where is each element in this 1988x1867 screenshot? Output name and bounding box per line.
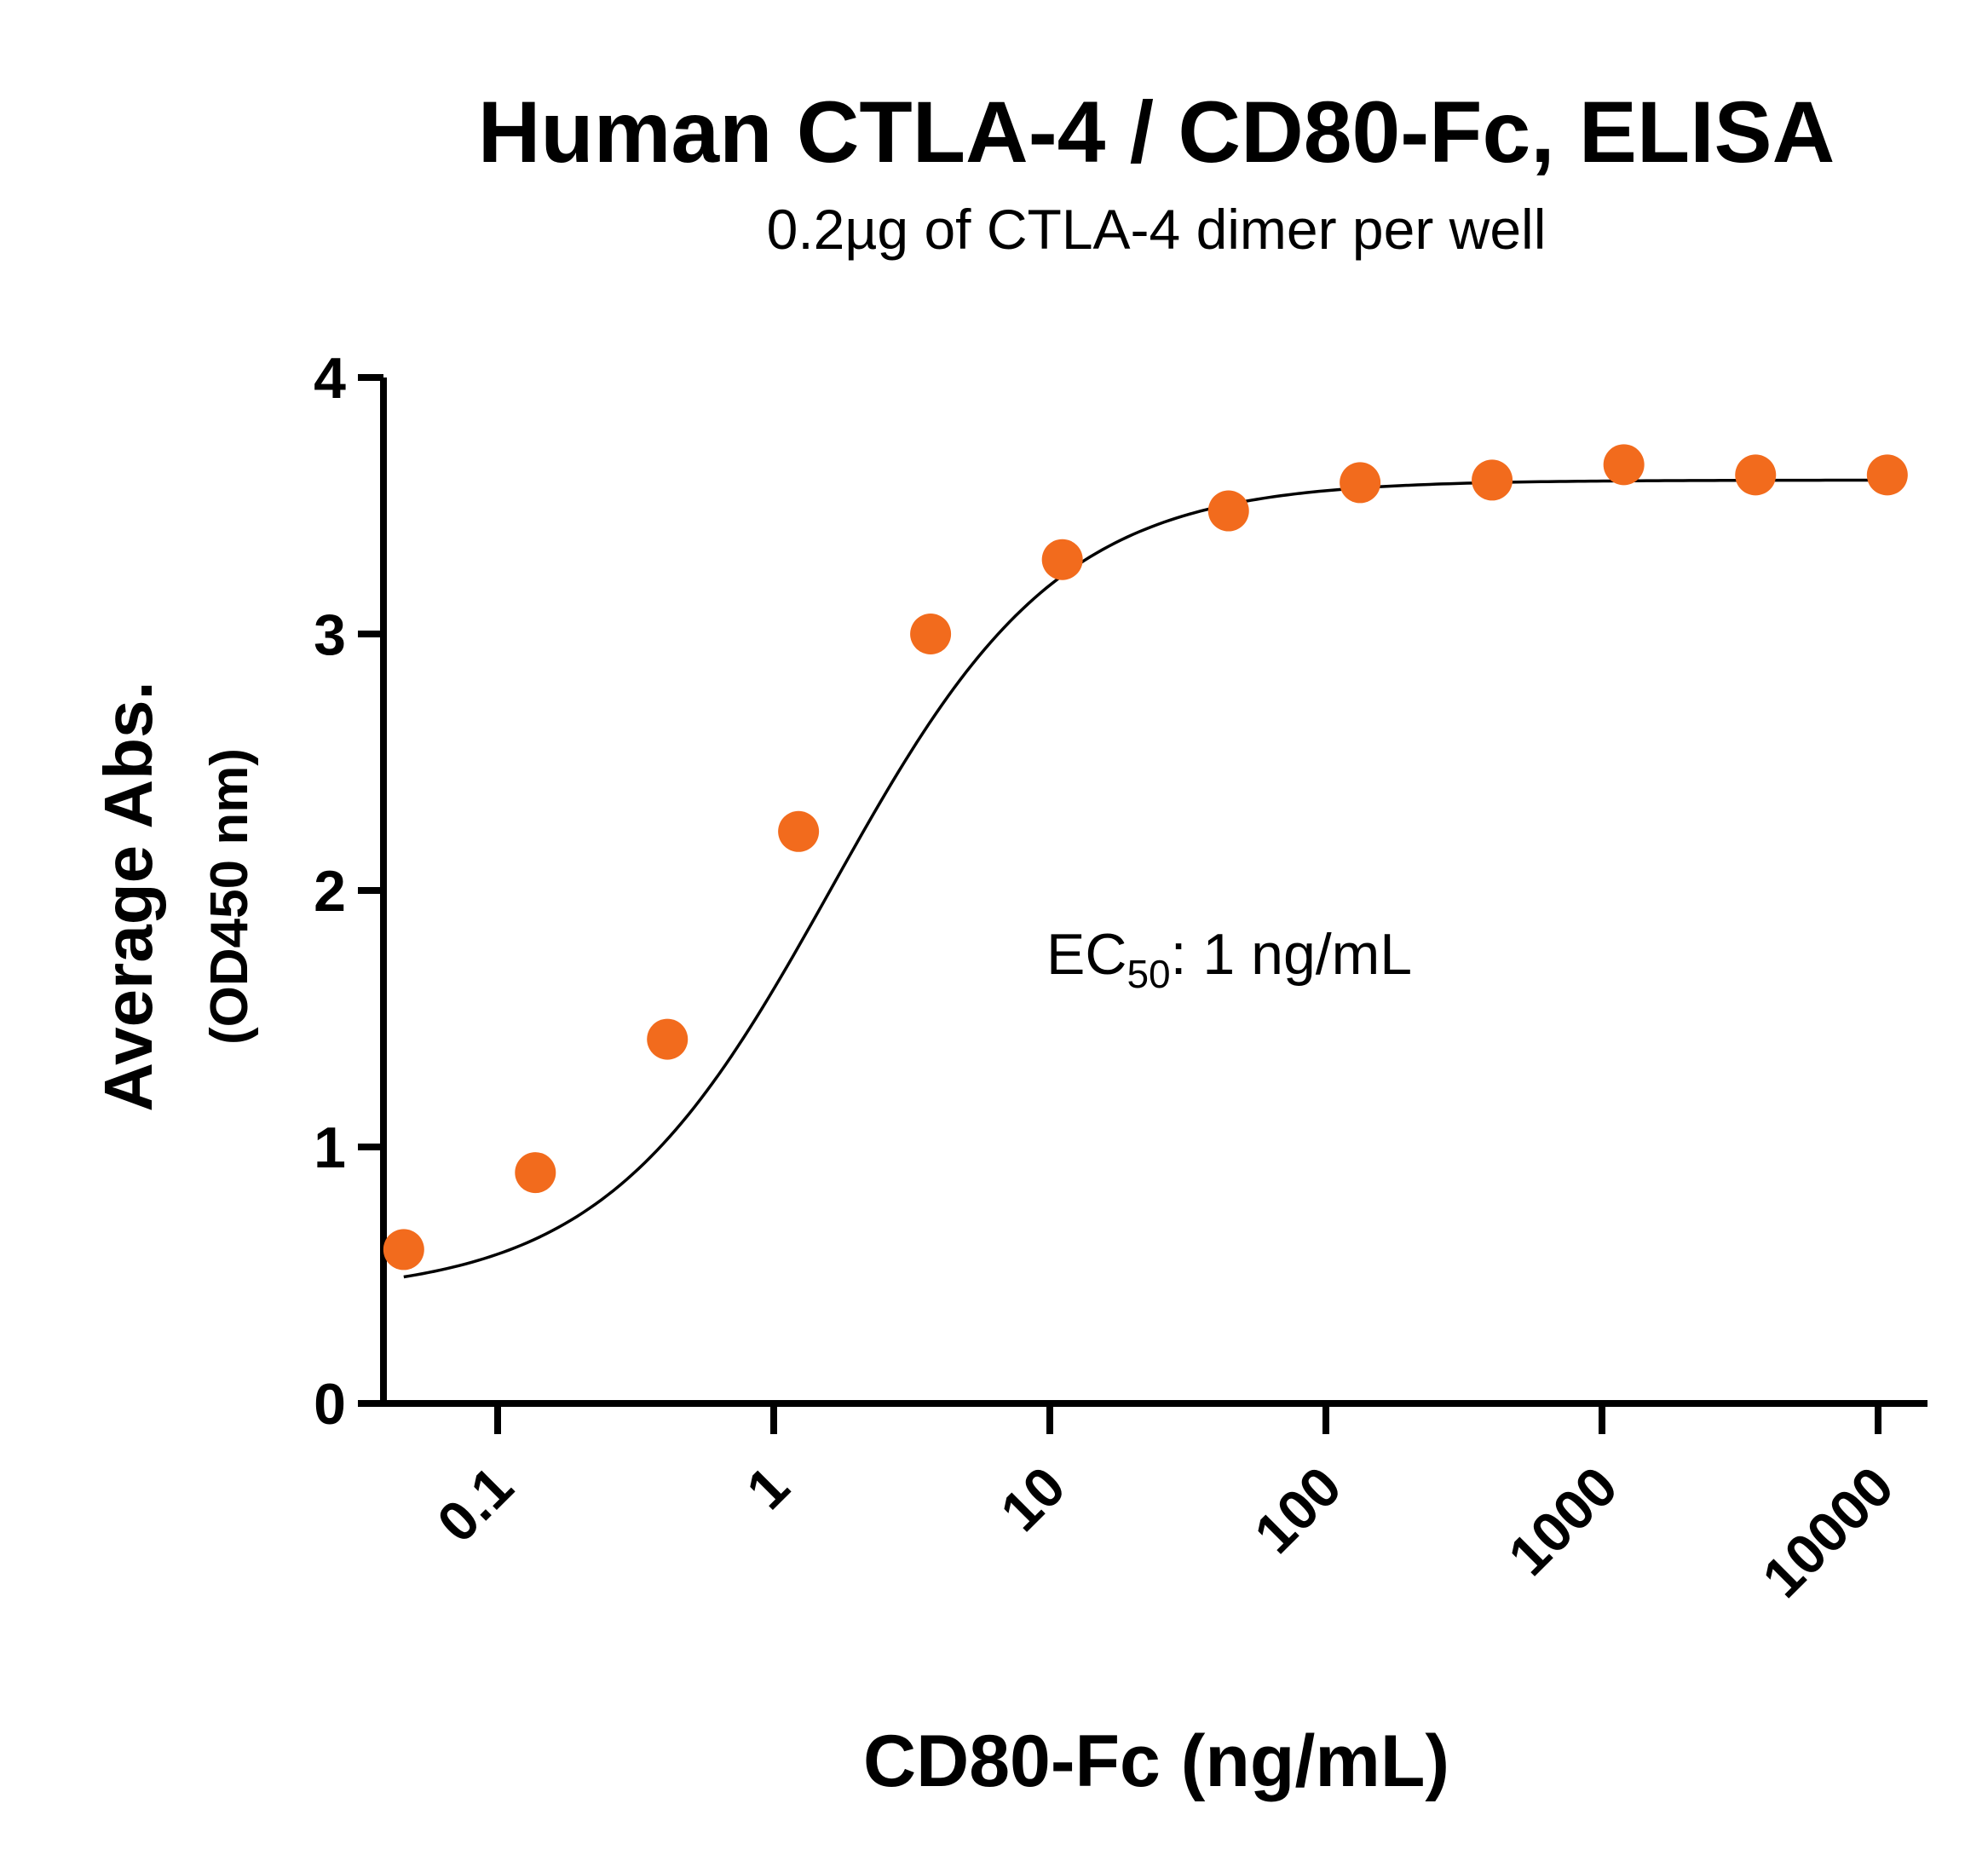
data-point [778, 810, 820, 852]
data-point [1340, 462, 1381, 504]
y-tick-label: 2 [314, 859, 346, 924]
chart-title: Human CTLA-4 / CD80-Fc, ELISA [478, 84, 1835, 181]
data-point [515, 1152, 556, 1194]
x-axis-label: CD80-Fc (ng/mL) [863, 1720, 1449, 1802]
data-point [1866, 454, 1908, 496]
x-tick-label: 1 [735, 1455, 801, 1521]
x-tick-label: 100 [1242, 1455, 1353, 1565]
x-tick-label: 10 [988, 1455, 1077, 1543]
ec50-suffix: : 1 ng/mL [1171, 922, 1413, 987]
x-tick-label: 10000 [1750, 1455, 1905, 1610]
ec50-annotation: EC50: 1 ng/mL [1046, 922, 1412, 996]
y-tick-label: 0 [314, 1372, 346, 1437]
data-point [647, 1018, 689, 1060]
y-axis-label: Average Abs. [90, 681, 166, 1111]
data-point [1603, 444, 1645, 486]
data-point [1735, 454, 1777, 496]
x-tick-label: 0.1 [425, 1455, 525, 1554]
x-tick-label: 1000 [1496, 1455, 1629, 1588]
chart-subtitle: 0.2µg of CTLA-4 dimer per well [767, 198, 1547, 261]
data-point [910, 614, 952, 654]
data-point [1041, 539, 1083, 580]
data-point [383, 1229, 424, 1271]
ec50-prefix: EC [1046, 922, 1127, 987]
data-point [1472, 459, 1513, 501]
y-tick-label: 4 [314, 346, 346, 411]
y-tick-label: 3 [314, 602, 346, 667]
ec50-subscript: 50 [1127, 952, 1170, 996]
y-tick-label: 1 [314, 1115, 346, 1180]
fit-curve [403, 478, 1887, 1279]
y-axis-sublabel: (OD450 nm) [200, 748, 259, 1045]
data-point [1207, 490, 1249, 532]
